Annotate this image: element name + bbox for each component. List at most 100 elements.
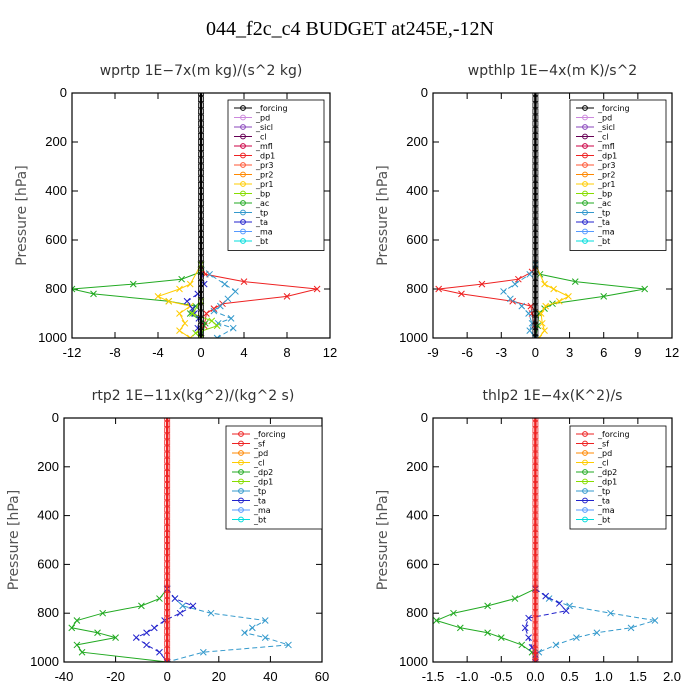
data-point (518, 641, 526, 649)
data-point (573, 634, 580, 641)
y-tick-label: 600 (406, 556, 428, 571)
legend-marker (240, 152, 246, 159)
forcing-marker (164, 592, 171, 598)
legend: _forcing_pd_sicl_cl_mfl_dp1_pr3_pr2_pr1_… (227, 99, 325, 251)
legend-label: _pr1 (597, 180, 615, 189)
legend-marker (582, 143, 588, 149)
series-group (72, 93, 321, 338)
data-point (593, 629, 601, 637)
legend-label: _dp1 (255, 152, 275, 161)
y-tick-label: 0 (421, 85, 428, 100)
forcing-marker (198, 328, 204, 335)
y-tick-label: 200 (37, 459, 59, 474)
data-point (78, 648, 86, 656)
forcing-marker (198, 206, 204, 213)
legend-marker (582, 431, 588, 437)
legend-label: _ma (253, 506, 271, 515)
data-point (72, 285, 76, 293)
forcing-marker (532, 421, 539, 428)
forcing-marker (198, 108, 204, 115)
forcing-marker (164, 604, 171, 610)
series-line-tp (502, 264, 536, 338)
data-point (240, 278, 248, 286)
forcing-marker (164, 549, 171, 556)
x-tick-label: 2.0 (663, 669, 681, 684)
legend-label: _cl (597, 133, 609, 142)
forcing-marker (532, 126, 539, 133)
legend-marker (582, 516, 588, 523)
data-point (562, 607, 570, 615)
series-group (433, 418, 659, 662)
forcing-marker (164, 628, 171, 635)
data-point (143, 641, 150, 649)
legend-label: _sf (253, 440, 265, 449)
forcing-marker (198, 292, 204, 299)
forcing-marker (532, 573, 539, 580)
data-point (565, 292, 572, 300)
forcing-marker (532, 592, 539, 598)
forcing-marker (164, 488, 171, 495)
legend-label: _pr3 (597, 161, 615, 170)
legend-marker (582, 114, 588, 121)
data-point (497, 634, 505, 641)
data-point (458, 290, 465, 298)
x-tick-label: 60 (315, 669, 329, 684)
data-point (216, 302, 224, 310)
legend-label: _dp2 (597, 468, 617, 477)
panel-title: wprtp 1E−7x(m kg)/(s^2 kg) (100, 63, 303, 79)
forcing-marker (198, 157, 204, 164)
legend-label: _forcing (253, 430, 286, 439)
forcing-marker (532, 616, 539, 623)
x-tick-label: -4 (152, 345, 164, 360)
forcing-marker (164, 445, 171, 452)
forcing-marker (532, 482, 539, 489)
forcing-marker (532, 427, 539, 434)
data-point (550, 285, 557, 293)
data-point (515, 275, 522, 283)
forcing-marker (198, 249, 204, 256)
forcing-marker (532, 659, 539, 662)
forcing-marker (198, 316, 204, 323)
data-point (248, 624, 256, 632)
data-point (197, 334, 205, 338)
forcing-marker (532, 494, 539, 501)
forcing-marker (532, 476, 539, 482)
forcing-marker (164, 518, 171, 525)
data-point (484, 602, 491, 610)
forcing-marker (532, 445, 539, 452)
y-tick-label: 400 (45, 183, 67, 198)
legend-marker (582, 219, 588, 225)
forcing-marker (532, 175, 539, 182)
x-tick-label: -6 (461, 345, 473, 360)
legend-marker (240, 124, 246, 130)
forcing-marker (532, 622, 539, 629)
data-point (532, 658, 539, 662)
forcing-marker (164, 512, 171, 519)
legend-label: _pr2 (597, 171, 615, 180)
x-tick-label: 9 (634, 345, 641, 360)
forcing-marker (164, 463, 171, 470)
legend-label: _cl (255, 133, 267, 142)
legend-label: _forcing (597, 430, 630, 439)
x-tick-label: 0 (532, 345, 539, 360)
forcing-marker (532, 151, 539, 158)
data-point (627, 624, 635, 632)
legend-marker (582, 124, 588, 130)
legend-marker (582, 200, 588, 206)
data-point (535, 648, 543, 656)
data-point (207, 609, 215, 617)
legend-marker (238, 507, 244, 513)
forcing-marker (198, 286, 204, 292)
legend-label: _ta (597, 218, 610, 227)
data-point (171, 595, 179, 602)
data-point (210, 307, 218, 315)
data-point (232, 288, 239, 295)
data-point (186, 334, 194, 338)
forcing-marker (198, 237, 204, 243)
forcing-marker (532, 169, 539, 176)
panel-title: thlp2 1E−4x(K^2)/s (483, 388, 623, 404)
forcing-marker (164, 482, 171, 489)
data-point (600, 292, 608, 300)
data-point (143, 629, 150, 637)
legend-label: _pd (253, 449, 268, 458)
